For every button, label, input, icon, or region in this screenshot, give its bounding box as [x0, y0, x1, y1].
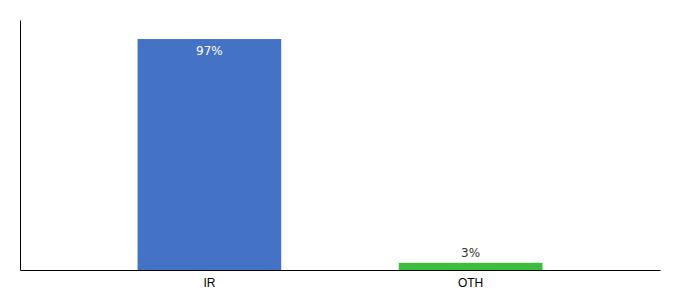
y-axis	[20, 21, 21, 271]
x-tick: OTH	[458, 270, 483, 290]
bar	[399, 263, 543, 270]
data-label: 97%	[196, 44, 223, 58]
data-labels: 97% 3%	[196, 44, 480, 260]
x-axis-line	[21, 270, 661, 271]
x-tick: IR	[203, 270, 215, 290]
bar	[138, 39, 282, 270]
bars	[138, 39, 543, 270]
x-axis: IR OTH	[21, 270, 661, 290]
chart: IR OTH 97% 3%	[0, 0, 680, 300]
y-axis-line	[20, 21, 21, 271]
x-tick-label: IR	[203, 276, 215, 290]
plot: IR OTH 97% 3%	[21, 21, 661, 290]
x-tick-label: OTH	[458, 276, 483, 290]
data-label: 3%	[461, 246, 480, 260]
